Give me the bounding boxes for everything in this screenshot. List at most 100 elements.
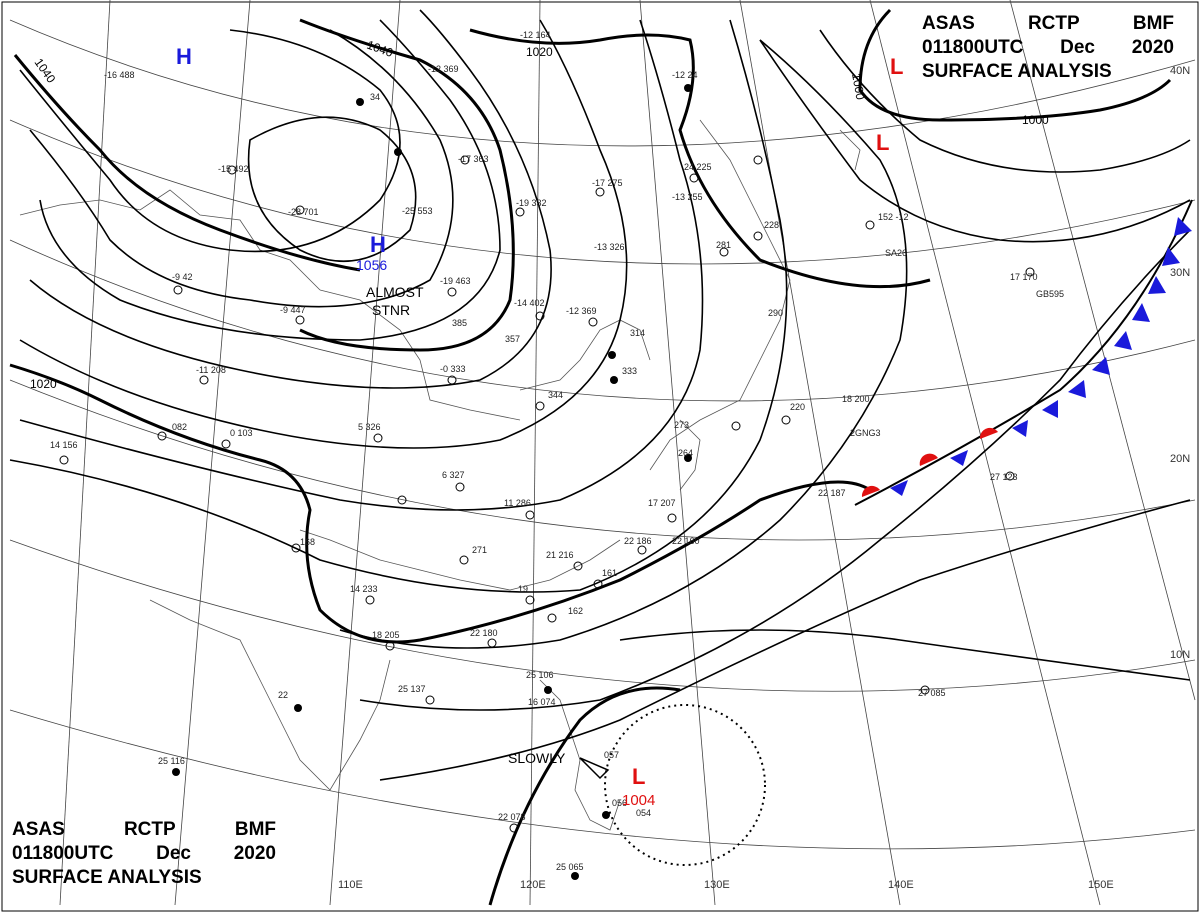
obs-label: -12 369	[566, 306, 597, 316]
pressure-centers: H H 1056 L L L 1004	[176, 44, 903, 809]
obs-label: 152 -12	[878, 212, 909, 222]
lon-label: 120E	[520, 879, 546, 891]
header-month: Dec	[1060, 37, 1095, 58]
isobar-label: 1000	[1022, 113, 1049, 127]
obs-label: 19	[518, 584, 528, 594]
ship-code: 2GNG3	[850, 428, 881, 438]
obs-label: -0 333	[440, 364, 466, 374]
header-station: RCTP	[123, 819, 176, 840]
obs-label: 220	[790, 402, 805, 412]
cold-front-triangle	[1162, 247, 1180, 266]
lat-label: 10N	[1170, 649, 1190, 661]
obs-label: 16 074	[528, 697, 556, 707]
obs-label: 18 205	[372, 630, 400, 640]
obs-label: 5 326	[358, 422, 381, 432]
obs-label: 357	[505, 334, 520, 344]
obs-label: 25 106	[526, 670, 554, 680]
obs-label: -25 553	[402, 206, 433, 216]
stationary-front	[854, 199, 1193, 506]
lat-label: 20N	[1170, 453, 1190, 465]
low-pressure-symbol: L	[876, 130, 889, 155]
coastlines	[19, 119, 861, 831]
obs-label: -15 492	[218, 164, 249, 174]
obs-label: 6 327	[442, 470, 465, 480]
header-bottom: ASAS RCTP BMF 011800UTC Dec 2020 SURFACE…	[12, 818, 276, 890]
lon-label: 130E	[704, 879, 730, 891]
isobar-label: 1020	[526, 45, 553, 59]
low-pressure-symbol: L	[890, 54, 903, 79]
obs-label: 11 286	[504, 498, 531, 508]
header-agency: ASAS	[922, 13, 975, 34]
obs-label: -13 326	[594, 242, 625, 252]
obs-label: 25 137	[398, 684, 426, 694]
cold-front-triangle	[1012, 420, 1028, 437]
header-time: 011800UTC	[922, 37, 1024, 58]
low-pressure-symbol: L	[632, 764, 645, 789]
cold-front-triangle	[890, 480, 908, 496]
obs-label: -14 402	[514, 298, 545, 308]
lon-label: 150E	[1088, 879, 1114, 891]
header-code: BMF	[234, 819, 276, 840]
lon-label: 110E	[338, 879, 363, 891]
obs-label: 18 200	[842, 394, 870, 404]
warm-front-semicircle	[979, 427, 998, 439]
obs-label: -28 701	[288, 207, 319, 217]
obs-label: 21 216	[546, 550, 574, 560]
obs-label: -12 164	[520, 30, 551, 40]
obs-label: -19 332	[516, 198, 547, 208]
obs-label: 22	[278, 690, 288, 700]
cold-front-triangle	[1114, 331, 1132, 350]
isobar-label: 1020	[30, 377, 57, 391]
lon-label: 140E	[888, 879, 914, 891]
obs-label: 271	[472, 545, 487, 555]
header-time: 011800UTC	[12, 843, 114, 864]
obs-label: -17 275	[592, 178, 623, 188]
obs-label: -12 24	[672, 70, 698, 80]
isobars-major	[9, 8, 1172, 906]
obs-label: 22 186	[624, 536, 652, 546]
header-month: Dec	[156, 843, 191, 864]
cold-front-triangle	[1092, 357, 1110, 375]
lat-label: 30N	[1170, 267, 1190, 279]
header-top: ASAS RCTP BMF 011800UTC Dec 2020 SURFACE…	[922, 12, 1174, 84]
high-pressure-symbol: H	[370, 232, 386, 257]
obs-label: 281	[716, 240, 731, 250]
cold-front-triangle	[1042, 400, 1058, 418]
header-agency: ASAS	[12, 819, 65, 840]
obs-label: 273	[674, 420, 689, 430]
obs-label: 264	[678, 448, 693, 458]
high-pressure-value: 1056	[356, 257, 387, 273]
obs-label: 333	[622, 366, 637, 376]
header-product: SURFACE ANALYSIS	[12, 867, 202, 888]
obs-label: 34	[370, 92, 380, 102]
cold-front-triangle	[1174, 217, 1192, 236]
annotation-stnr: STNR	[372, 302, 410, 318]
obs-label: 25 065	[556, 862, 584, 872]
cold-front-triangle	[1148, 276, 1166, 294]
obs-label: 17 170	[1010, 272, 1038, 282]
obs-label: 056	[612, 798, 627, 808]
obs-label: -9 42	[172, 272, 193, 282]
obs-label: 228	[764, 220, 779, 230]
obs-label: 314	[630, 328, 645, 338]
obs-label: -17 363	[458, 154, 489, 164]
station-markers	[59, 84, 1035, 880]
obs-label: 24 225	[684, 162, 712, 172]
ship-codes: GB595 2GNG3 SA26	[850, 248, 1064, 438]
obs-label: 22 078	[498, 812, 526, 822]
obs-label: 162	[568, 606, 583, 616]
motion-arrow	[579, 757, 610, 780]
obs-label: 168	[300, 537, 315, 547]
lat-label: 40N	[1170, 65, 1190, 77]
isobars	[9, 9, 1191, 781]
low-pressure-value: 1004	[622, 792, 655, 809]
cold-front-triangle	[1132, 303, 1150, 322]
cold-front-triangle	[1068, 380, 1086, 398]
obs-label: 054	[636, 808, 651, 818]
obs-label: 082	[172, 422, 187, 432]
obs-label: 385	[452, 318, 467, 328]
obs-label: -16 488	[104, 70, 135, 80]
obs-label: -19 463	[440, 276, 471, 286]
ship-code: SA26	[885, 248, 907, 258]
